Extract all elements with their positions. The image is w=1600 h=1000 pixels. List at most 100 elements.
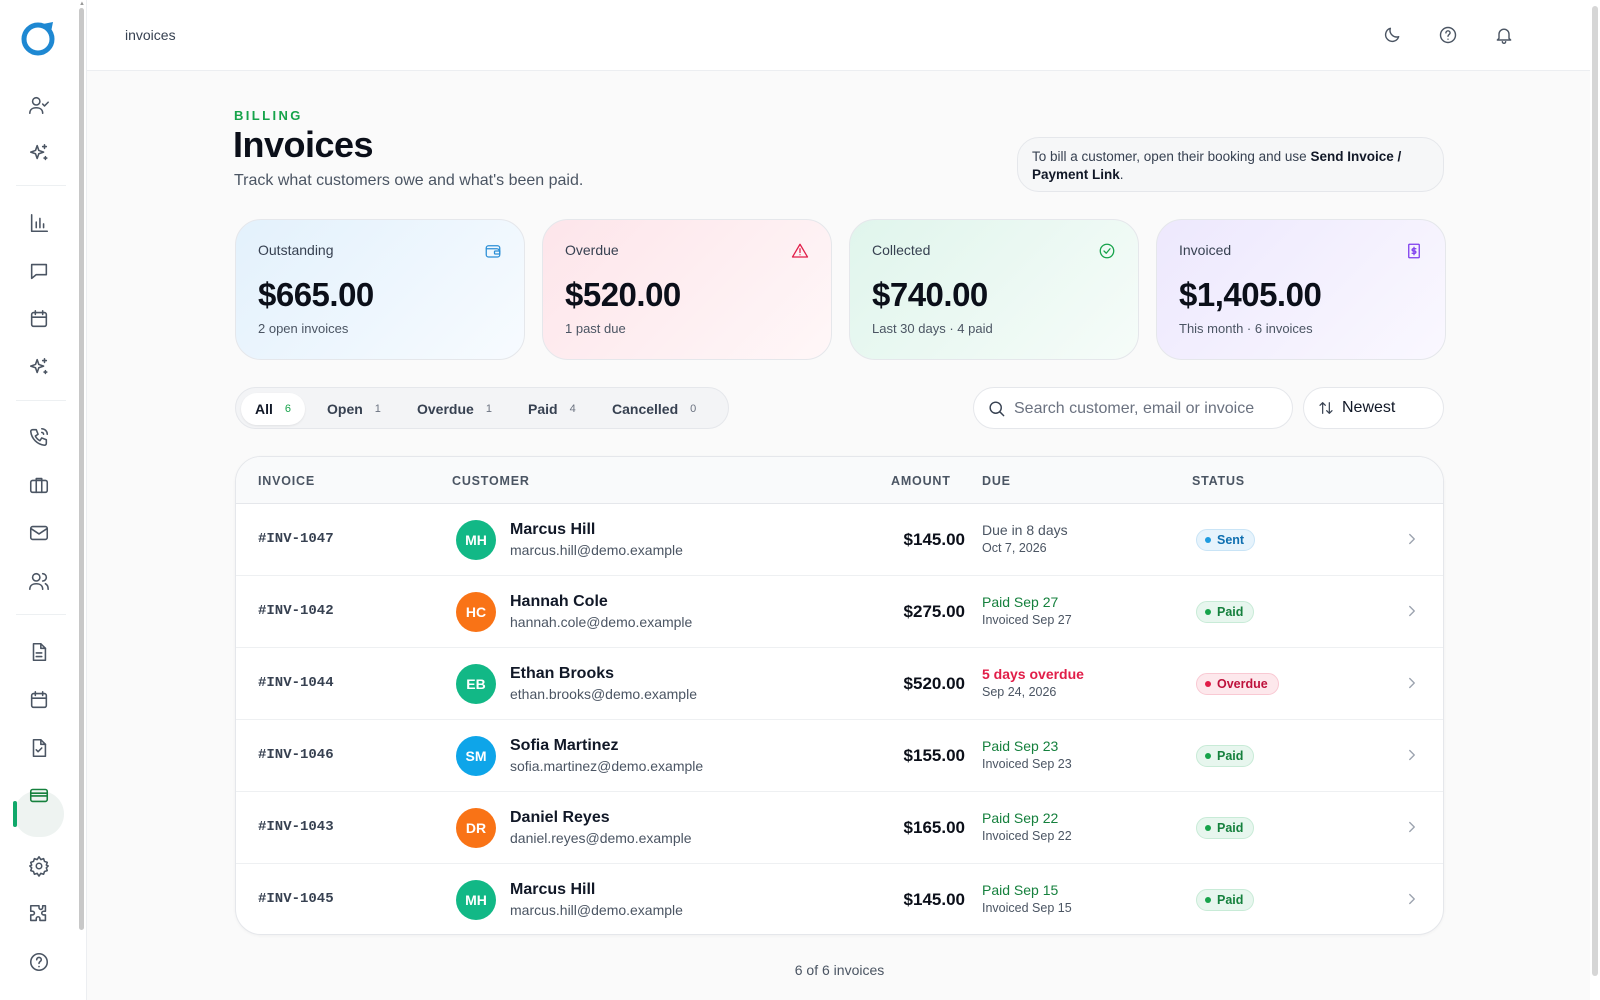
tab-count: 0 bbox=[690, 403, 697, 415]
table-row[interactable]: #INV-1043 DR Daniel Reyes daniel.reyes@demo… bbox=[236, 792, 1443, 864]
tab-overdue[interactable]: Overdue 1 bbox=[403, 393, 506, 425]
notifications-button[interactable] bbox=[1486, 17, 1522, 53]
status-label: Overdue bbox=[1217, 677, 1268, 691]
table-row[interactable]: #INV-1046 SM Sofia Martinez sofia.martinez@… bbox=[236, 720, 1443, 792]
customer-name: Sofia Martinez bbox=[510, 737, 619, 754]
message-square-icon[interactable] bbox=[24, 256, 54, 286]
customer-email: sofia.martinez@demo.example bbox=[510, 758, 704, 774]
bell-icon bbox=[1496, 28, 1512, 44]
sidebar-scroll-thumb[interactable] bbox=[79, 8, 84, 930]
tab-paid[interactable]: Paid 4 bbox=[514, 393, 590, 425]
stat-value: $740.00 bbox=[872, 276, 988, 313]
help-circle-icon[interactable] bbox=[24, 947, 54, 977]
sparkles-icon[interactable] bbox=[24, 138, 54, 168]
stat-label: Outstanding bbox=[258, 242, 334, 258]
search-box bbox=[973, 387, 1293, 429]
table-row[interactable]: #INV-1047 MH Marcus Hill marcus.hill@demo.e… bbox=[236, 504, 1443, 576]
sort-arrows-icon bbox=[1319, 402, 1333, 414]
file-text-icon[interactable] bbox=[24, 637, 54, 667]
customer-email: hannah.cole@demo.example bbox=[510, 614, 693, 630]
invoice-number: #INV-1043 bbox=[258, 819, 334, 835]
breadcrumb: invoices bbox=[125, 27, 176, 43]
chevron-right-icon[interactable] bbox=[1403, 818, 1421, 836]
stat-note: 2 open invoices bbox=[258, 321, 349, 336]
stat-label: Overdue bbox=[565, 242, 619, 258]
status-label: Paid bbox=[1217, 605, 1244, 619]
tab-cancelled[interactable]: Cancelled 0 bbox=[598, 393, 710, 425]
app-logo[interactable] bbox=[19, 18, 59, 58]
status-badge: Paid bbox=[1196, 601, 1255, 623]
due-status: Paid Sep 22 bbox=[982, 810, 1059, 826]
tab-count: 6 bbox=[284, 403, 292, 415]
column-header-due[interactable]: DUE bbox=[982, 474, 1011, 488]
puzzle-icon[interactable] bbox=[24, 899, 54, 929]
status-filter-tabs: All 6 Open 1 Overdue 1 Paid 4 Cancelled 0 bbox=[235, 387, 729, 429]
status-dot bbox=[1205, 825, 1211, 831]
file-check-icon[interactable] bbox=[24, 733, 54, 763]
due-date: Oct 7, 2026 bbox=[982, 541, 1047, 555]
alert-triangle-icon bbox=[791, 242, 809, 260]
customer-email: marcus.hill@demo.example bbox=[510, 902, 683, 918]
invoice-amount: $275.00 bbox=[903, 602, 965, 621]
users-icon[interactable] bbox=[24, 566, 54, 596]
status-badge: Paid bbox=[1196, 817, 1255, 839]
sort-label: Newest bbox=[1342, 399, 1396, 416]
phone-icon[interactable] bbox=[24, 422, 54, 452]
chevron-right-icon[interactable] bbox=[1403, 890, 1421, 908]
status-badge: Overdue bbox=[1196, 673, 1279, 695]
sidebar-active-indicator bbox=[13, 801, 17, 827]
invoice-amount: $165.00 bbox=[903, 818, 965, 837]
tab-label: Cancelled bbox=[612, 401, 679, 417]
column-header-invoice[interactable]: INVOICE bbox=[258, 474, 315, 488]
stat-card-outstanding: Outstanding $665.00 2 open invoices bbox=[235, 219, 525, 360]
search-input[interactable] bbox=[1014, 397, 1266, 421]
bar-chart-icon[interactable] bbox=[24, 208, 54, 238]
status-badge: Paid bbox=[1196, 745, 1255, 767]
hint-suffix: . bbox=[1119, 167, 1124, 182]
column-header-customer[interactable]: CUSTOMER bbox=[452, 474, 530, 488]
page-scrollbar[interactable] bbox=[1590, 0, 1600, 1000]
help-circle-icon bbox=[1439, 26, 1457, 44]
chevron-right-icon[interactable] bbox=[1403, 530, 1421, 548]
dark-mode-toggle[interactable] bbox=[1374, 17, 1410, 53]
sparkles-icon[interactable] bbox=[24, 352, 54, 382]
chevron-right-icon[interactable] bbox=[1403, 674, 1421, 692]
page-scroll-thumb[interactable] bbox=[1592, 6, 1598, 976]
tab-label: Overdue bbox=[417, 401, 474, 417]
avatar: SM bbox=[456, 736, 496, 776]
sort-button[interactable]: Newest bbox=[1303, 387, 1444, 429]
avatar: MH bbox=[456, 520, 496, 560]
contacts-icon[interactable] bbox=[24, 90, 54, 120]
mail-icon[interactable] bbox=[24, 518, 54, 548]
hint-prefix: To bill a customer, open their booking a… bbox=[1032, 149, 1311, 164]
table-row[interactable]: #INV-1045 MH Marcus Hill marcus.hill@demo.e… bbox=[236, 864, 1443, 934]
status-dot bbox=[1205, 537, 1211, 543]
due-status: 5 days overdue bbox=[982, 666, 1084, 682]
sidebar-divider bbox=[16, 400, 66, 401]
column-header-amount[interactable]: AMOUNT bbox=[891, 474, 951, 488]
tab-label: All bbox=[255, 401, 273, 417]
chevron-right-icon[interactable] bbox=[1403, 746, 1421, 764]
scroll-up-arrow-icon[interactable]: ▲ bbox=[79, 1, 85, 7]
sidebar-scrollbar[interactable]: ▲ bbox=[78, 0, 86, 1000]
calendar-icon[interactable] bbox=[24, 685, 54, 715]
table-row[interactable]: #INV-1044 EB Ethan Brooks ethan.brooks@demo… bbox=[236, 648, 1443, 720]
tab-open[interactable]: Open 1 bbox=[313, 393, 395, 425]
chevron-right-icon[interactable] bbox=[1403, 602, 1421, 620]
tab-all[interactable]: All 6 bbox=[241, 393, 306, 425]
status-badge: Sent bbox=[1196, 529, 1256, 551]
column-header-status[interactable]: STATUS bbox=[1192, 474, 1245, 488]
help-button[interactable] bbox=[1430, 17, 1466, 53]
table-row[interactable]: #INV-1042 HC Hannah Cole hannah.cole@demo.e… bbox=[236, 576, 1443, 648]
avatar: HC bbox=[456, 592, 496, 632]
due-date: Invoiced Sep 23 bbox=[982, 757, 1072, 771]
invoices-table: INVOICE CUSTOMER AMOUNT DUE STATUS #INV-… bbox=[235, 456, 1444, 935]
calendar-icon[interactable] bbox=[24, 304, 54, 334]
due-status: Paid Sep 15 bbox=[982, 882, 1059, 898]
briefcase-icon[interactable] bbox=[24, 470, 54, 500]
status-dot bbox=[1205, 897, 1211, 903]
credit-card-icon[interactable] bbox=[24, 780, 54, 810]
avatar: MH bbox=[456, 880, 496, 920]
settings-icon[interactable] bbox=[24, 851, 54, 881]
status-label: Paid bbox=[1217, 749, 1244, 763]
